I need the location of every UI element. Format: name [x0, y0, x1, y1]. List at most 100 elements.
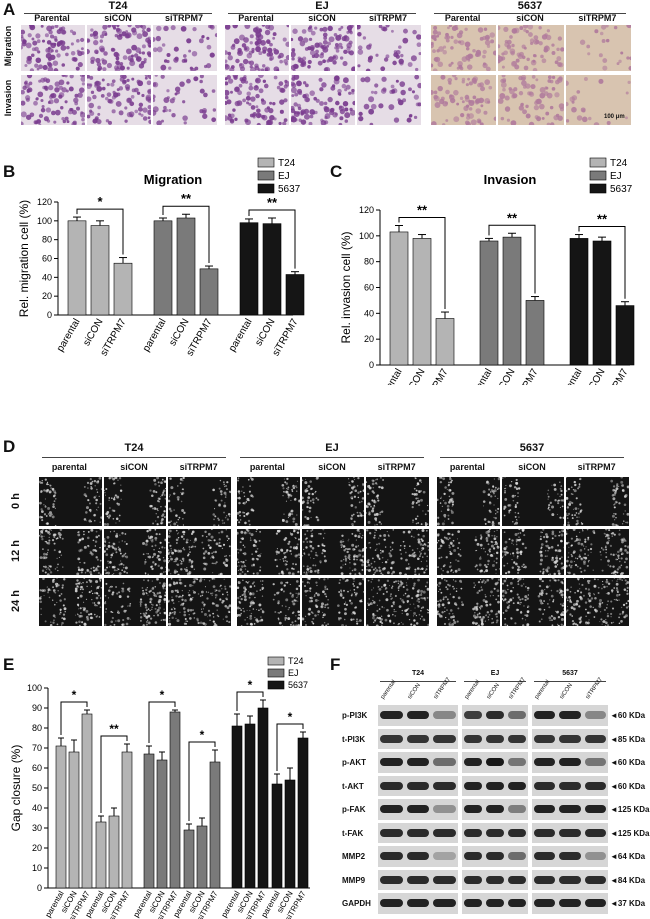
legend-swatch [589, 183, 607, 194]
bar [68, 751, 80, 889]
blot-kda-label: ◄37 KDa [610, 899, 646, 908]
bar [183, 829, 195, 889]
panel-d-time-label: 0 h [10, 492, 22, 509]
blot-band [559, 805, 581, 814]
blot-band [464, 734, 482, 743]
panel-d-col-label: siTRPM7 [577, 462, 616, 472]
significance-marker: * [160, 688, 165, 702]
scratch-image [38, 476, 103, 527]
significance-marker: * [248, 678, 253, 692]
blot-band [584, 711, 606, 720]
blot-band [584, 852, 606, 861]
blot-band [406, 899, 430, 908]
blot-band [508, 758, 526, 767]
significance-bracket [162, 205, 210, 264]
bar [389, 231, 409, 366]
blot-band [464, 805, 482, 814]
y-tick-label: 90 [32, 703, 42, 713]
micrograph [356, 24, 422, 72]
significance-marker: ** [507, 210, 518, 225]
blot-band [486, 805, 504, 814]
blot-band [486, 734, 504, 743]
blot-band [534, 781, 556, 790]
scratch-image [500, 577, 566, 627]
panel-a-col-label: siTRPM7 [368, 13, 407, 23]
blot-kda-label: ◄125 KDa [610, 828, 650, 838]
blot-strip [462, 752, 528, 773]
scratch-image [365, 528, 430, 576]
chart-title: Invasion [484, 172, 537, 187]
blot-band [584, 758, 606, 767]
scratch-image [365, 577, 430, 627]
migration-chart: 0 20 40 60 80 100 120 Rel. migration cell (%) Mi… [18, 157, 305, 358]
scratch-image [500, 476, 566, 527]
y-tick-label: 50 [32, 783, 42, 793]
significance-marker: * [200, 728, 205, 742]
blot-band [486, 781, 504, 790]
significance-marker: ** [417, 203, 428, 218]
bar [55, 745, 67, 889]
scratch-image [300, 577, 366, 627]
significance-bracket [76, 208, 124, 255]
panel-d-title-EJ: EJ [325, 442, 339, 454]
blot-band [433, 899, 456, 908]
blot-band [464, 852, 482, 861]
micrograph [20, 74, 86, 126]
scratch-image [300, 476, 366, 527]
legend-label: T24 [278, 158, 296, 169]
blot-band [508, 875, 526, 884]
blot-band [508, 805, 526, 814]
y-tick-label: 10 [32, 863, 42, 873]
blot-band [406, 828, 430, 837]
panel-a-row-label-invasion: Invasion [3, 79, 13, 117]
legend-swatch [589, 157, 607, 168]
panel-letter-c: C [330, 162, 343, 181]
blot-band [508, 828, 526, 837]
micrograph [564, 24, 632, 72]
blot-band [433, 852, 456, 861]
panel-d-title-rule [42, 457, 226, 458]
blot-band [464, 758, 482, 767]
blot-strip [462, 705, 528, 726]
scratch-image [167, 476, 232, 527]
bar [113, 262, 133, 316]
scratch-image [38, 577, 103, 627]
blot-band [380, 875, 403, 884]
bar [525, 300, 545, 366]
legend-swatch [257, 170, 275, 181]
blot-band [534, 899, 556, 908]
y-tick-label: 30 [32, 823, 42, 833]
blot-band [380, 805, 403, 814]
blot-band [464, 875, 482, 884]
significance-bracket [100, 735, 128, 813]
blot-band [486, 828, 504, 837]
blot-band [534, 734, 556, 743]
y-tick-label: 0 [37, 883, 42, 893]
x-tick-label: siCON [81, 317, 105, 348]
blot-strip [462, 893, 528, 914]
panel-d-col-label: siCON [120, 462, 148, 472]
bar [81, 713, 93, 889]
panel-f-lane-label: siCON [486, 682, 502, 701]
significance-marker: ** [267, 195, 278, 210]
bar [67, 220, 87, 316]
blot-kda-label: ◄60 KDa [610, 781, 646, 791]
legend-swatch [267, 668, 285, 678]
bar [90, 225, 110, 316]
blot-band [406, 805, 430, 814]
bar [121, 751, 133, 889]
blot-band [406, 781, 430, 790]
bar [95, 821, 107, 889]
panel-f-title-EJ: EJ [490, 670, 500, 677]
panel-f-lane-label: parental [380, 679, 398, 701]
panel-a-title-EJ: EJ [315, 0, 329, 12]
x-tick-label: siCON [167, 317, 191, 348]
micrograph [152, 74, 218, 126]
blot-band [584, 734, 606, 743]
panel-d-col-label: siCON [318, 462, 346, 472]
blot-band [534, 828, 556, 837]
panel-a-title-5637: 5637 [517, 0, 543, 12]
legend-swatch [267, 656, 285, 666]
scratch-image [167, 528, 232, 576]
micrograph [86, 24, 152, 72]
